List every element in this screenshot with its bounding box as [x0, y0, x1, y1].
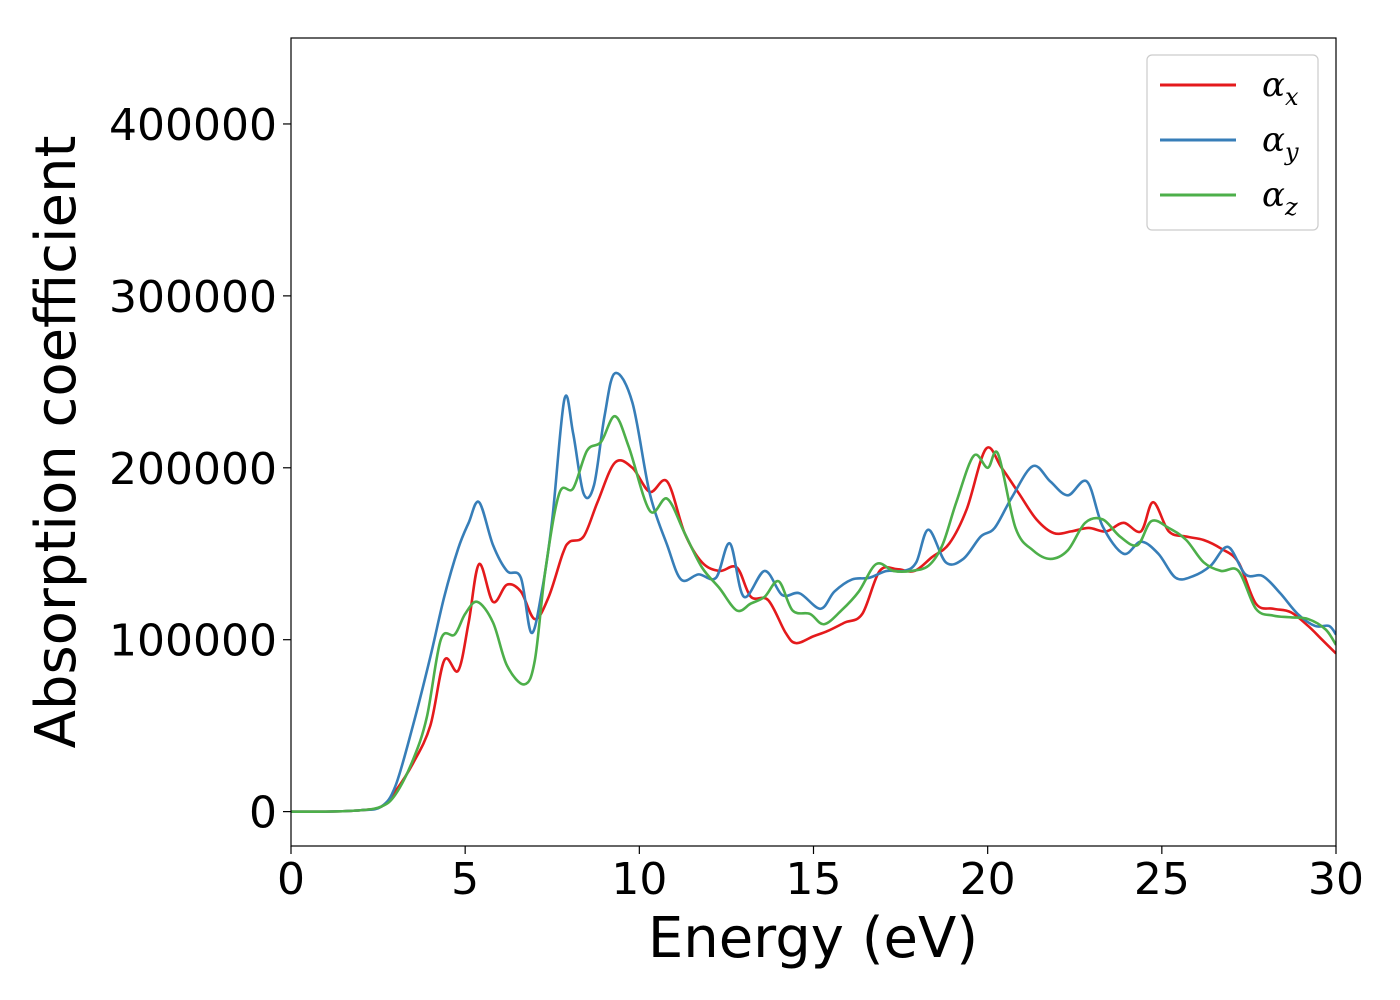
- y-axis-label: Absorption coefficient: [24, 136, 89, 749]
- x-tick-label: 20: [960, 854, 1016, 905]
- x-axis-label: Energy (eV): [648, 906, 978, 971]
- legend-label-alpha-x: αx: [1262, 65, 1299, 111]
- y-tick-label: 100000: [109, 616, 277, 667]
- y-tick-label: 400000: [109, 100, 277, 151]
- legend-label-alpha-z: αz: [1262, 175, 1298, 221]
- x-tick-label: 25: [1134, 854, 1190, 905]
- x-tick-label: 30: [1308, 854, 1364, 905]
- x-tick-label: 10: [611, 854, 667, 905]
- x-axis: 0 5 10 15 20 25 30: [277, 846, 1364, 905]
- series-line-alpha-y: [291, 371, 1336, 814]
- legend-items: αx αy αz: [1160, 65, 1299, 221]
- x-tick-label: 15: [786, 854, 842, 905]
- legend-frame: [1146, 54, 1319, 231]
- x-tick-label: 0: [277, 854, 305, 905]
- x-tick-label: 5: [451, 854, 479, 905]
- series-layer: [291, 371, 1336, 814]
- series-line-alpha-x: [291, 446, 1336, 814]
- series-line-alpha-z: [291, 414, 1336, 814]
- legend: αx αy αz: [1146, 54, 1319, 231]
- y-tick-label: 200000: [109, 444, 277, 495]
- y-tick-label: 300000: [109, 272, 277, 323]
- y-tick-label: 0: [249, 788, 277, 839]
- legend-label-alpha-y: αy: [1262, 120, 1299, 166]
- y-axis: 0 100000 200000 300000 400000: [109, 100, 291, 839]
